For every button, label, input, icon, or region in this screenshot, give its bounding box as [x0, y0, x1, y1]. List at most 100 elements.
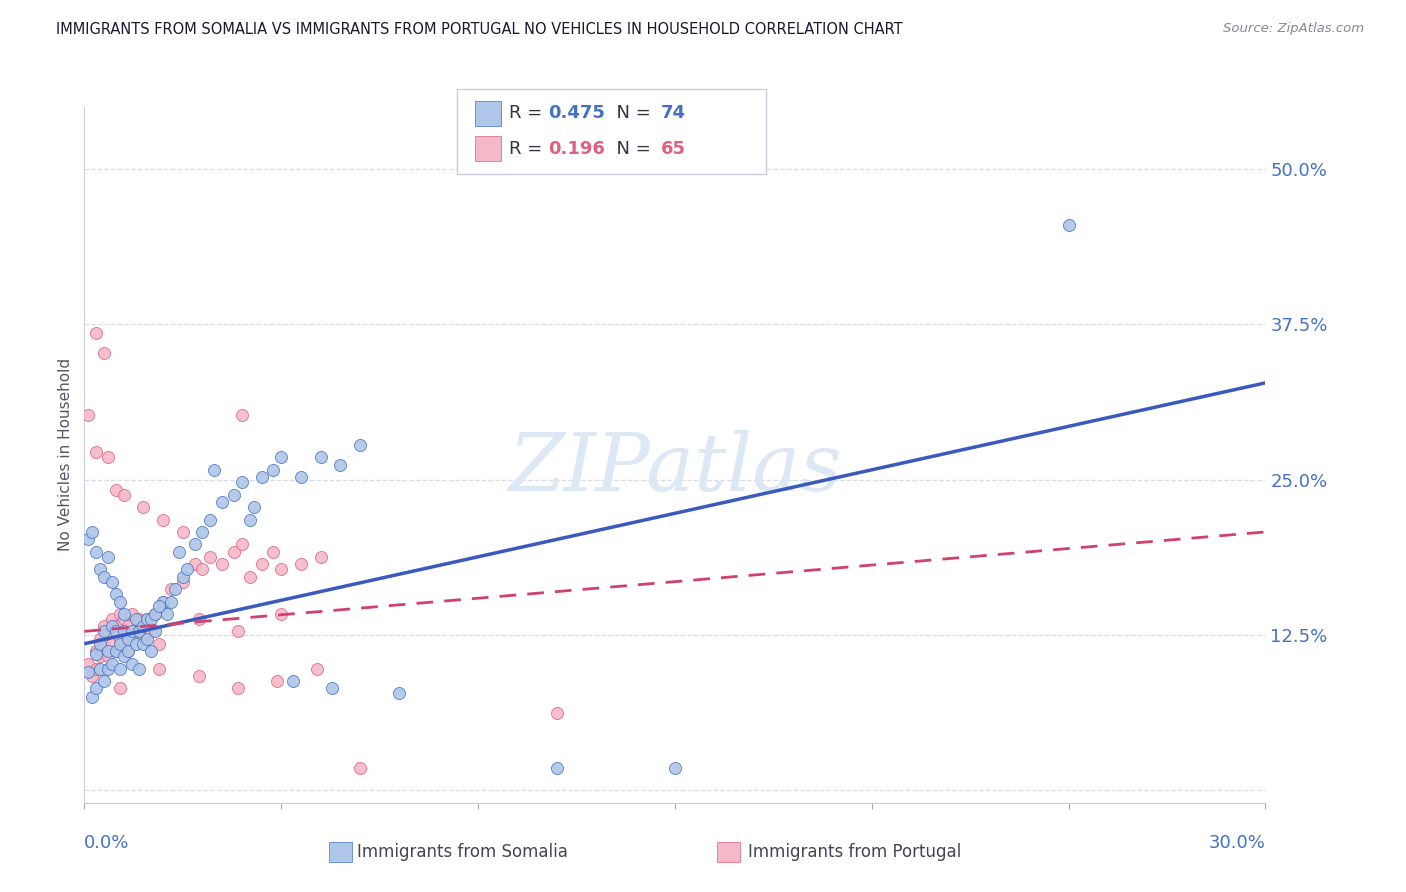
Point — [349, 761, 371, 775]
Point — [112, 649, 135, 664]
Point — [546, 706, 568, 721]
Point — [112, 607, 135, 621]
Point — [97, 662, 120, 676]
Point — [262, 463, 284, 477]
Point — [84, 644, 107, 658]
Point — [84, 647, 107, 661]
Point — [148, 637, 170, 651]
Point — [152, 594, 174, 608]
Text: Immigrants from Portugal: Immigrants from Portugal — [748, 843, 962, 861]
Point — [108, 681, 131, 696]
Point — [191, 524, 214, 539]
Point — [101, 619, 124, 633]
Point — [117, 619, 139, 633]
Text: ZIPatlas: ZIPatlas — [508, 430, 842, 508]
Point — [152, 512, 174, 526]
Text: 0.475: 0.475 — [548, 104, 605, 122]
Point — [388, 686, 411, 700]
Point — [104, 644, 127, 658]
Point — [262, 545, 284, 559]
Point — [124, 637, 146, 651]
Text: 0.196: 0.196 — [548, 140, 605, 158]
Point — [250, 470, 273, 484]
Point — [104, 587, 127, 601]
Point — [101, 657, 124, 671]
Point — [84, 681, 107, 696]
Point — [239, 512, 262, 526]
Point — [84, 662, 107, 676]
Point — [231, 408, 253, 422]
Point — [117, 644, 139, 658]
Point — [82, 524, 104, 539]
Text: N =: N = — [605, 140, 657, 158]
Y-axis label: No Vehicles in Household: No Vehicles in Household — [58, 359, 73, 551]
Point — [132, 619, 155, 633]
Point — [305, 662, 328, 676]
Point — [148, 599, 170, 614]
Point — [128, 662, 150, 676]
Point — [309, 549, 332, 564]
Point — [89, 662, 111, 676]
Point — [128, 612, 150, 626]
Point — [101, 612, 124, 626]
Point — [77, 408, 100, 422]
Point — [231, 537, 253, 551]
Point — [156, 607, 179, 621]
Point — [172, 570, 194, 584]
Point — [222, 488, 245, 502]
Point — [93, 570, 115, 584]
Point — [167, 545, 190, 559]
Point — [141, 644, 163, 658]
Point — [89, 632, 111, 646]
Point — [77, 533, 100, 547]
Point — [136, 632, 159, 646]
Point — [104, 619, 127, 633]
Point — [136, 612, 159, 626]
Point — [77, 657, 100, 671]
Point — [132, 632, 155, 646]
Point — [104, 483, 127, 497]
Point — [117, 632, 139, 646]
Point — [321, 681, 343, 696]
Point — [349, 438, 371, 452]
Point — [101, 637, 124, 651]
Point — [108, 632, 131, 646]
Point — [183, 537, 205, 551]
Text: R =: R = — [509, 140, 548, 158]
Point — [281, 674, 304, 689]
Point — [132, 500, 155, 514]
Text: IMMIGRANTS FROM SOMALIA VS IMMIGRANTS FROM PORTUGAL NO VEHICLES IN HOUSEHOLD COR: IMMIGRANTS FROM SOMALIA VS IMMIGRANTS FR… — [56, 22, 903, 37]
Point — [200, 512, 222, 526]
Point — [191, 562, 214, 576]
Point — [93, 624, 115, 639]
Point — [112, 488, 135, 502]
Point — [250, 558, 273, 572]
Point — [222, 545, 245, 559]
Point — [329, 458, 352, 472]
Point — [121, 657, 143, 671]
Point — [309, 450, 332, 465]
Point — [152, 594, 174, 608]
Point — [132, 637, 155, 651]
Point — [148, 662, 170, 676]
Point — [239, 570, 262, 584]
Point — [270, 562, 292, 576]
Point — [121, 607, 143, 621]
Point — [211, 495, 233, 509]
Point — [141, 624, 163, 639]
Point — [141, 612, 163, 626]
Text: R =: R = — [509, 104, 548, 122]
Point — [290, 470, 312, 484]
Point — [84, 326, 107, 341]
Point — [93, 346, 115, 360]
Point — [84, 545, 107, 559]
Point — [270, 450, 292, 465]
Point — [77, 665, 100, 680]
Point — [89, 649, 111, 664]
Text: Source: ZipAtlas.com: Source: ZipAtlas.com — [1223, 22, 1364, 36]
Point — [112, 612, 135, 626]
Point — [93, 674, 115, 689]
Text: 74: 74 — [661, 104, 686, 122]
Point — [97, 549, 120, 564]
Point — [108, 662, 131, 676]
